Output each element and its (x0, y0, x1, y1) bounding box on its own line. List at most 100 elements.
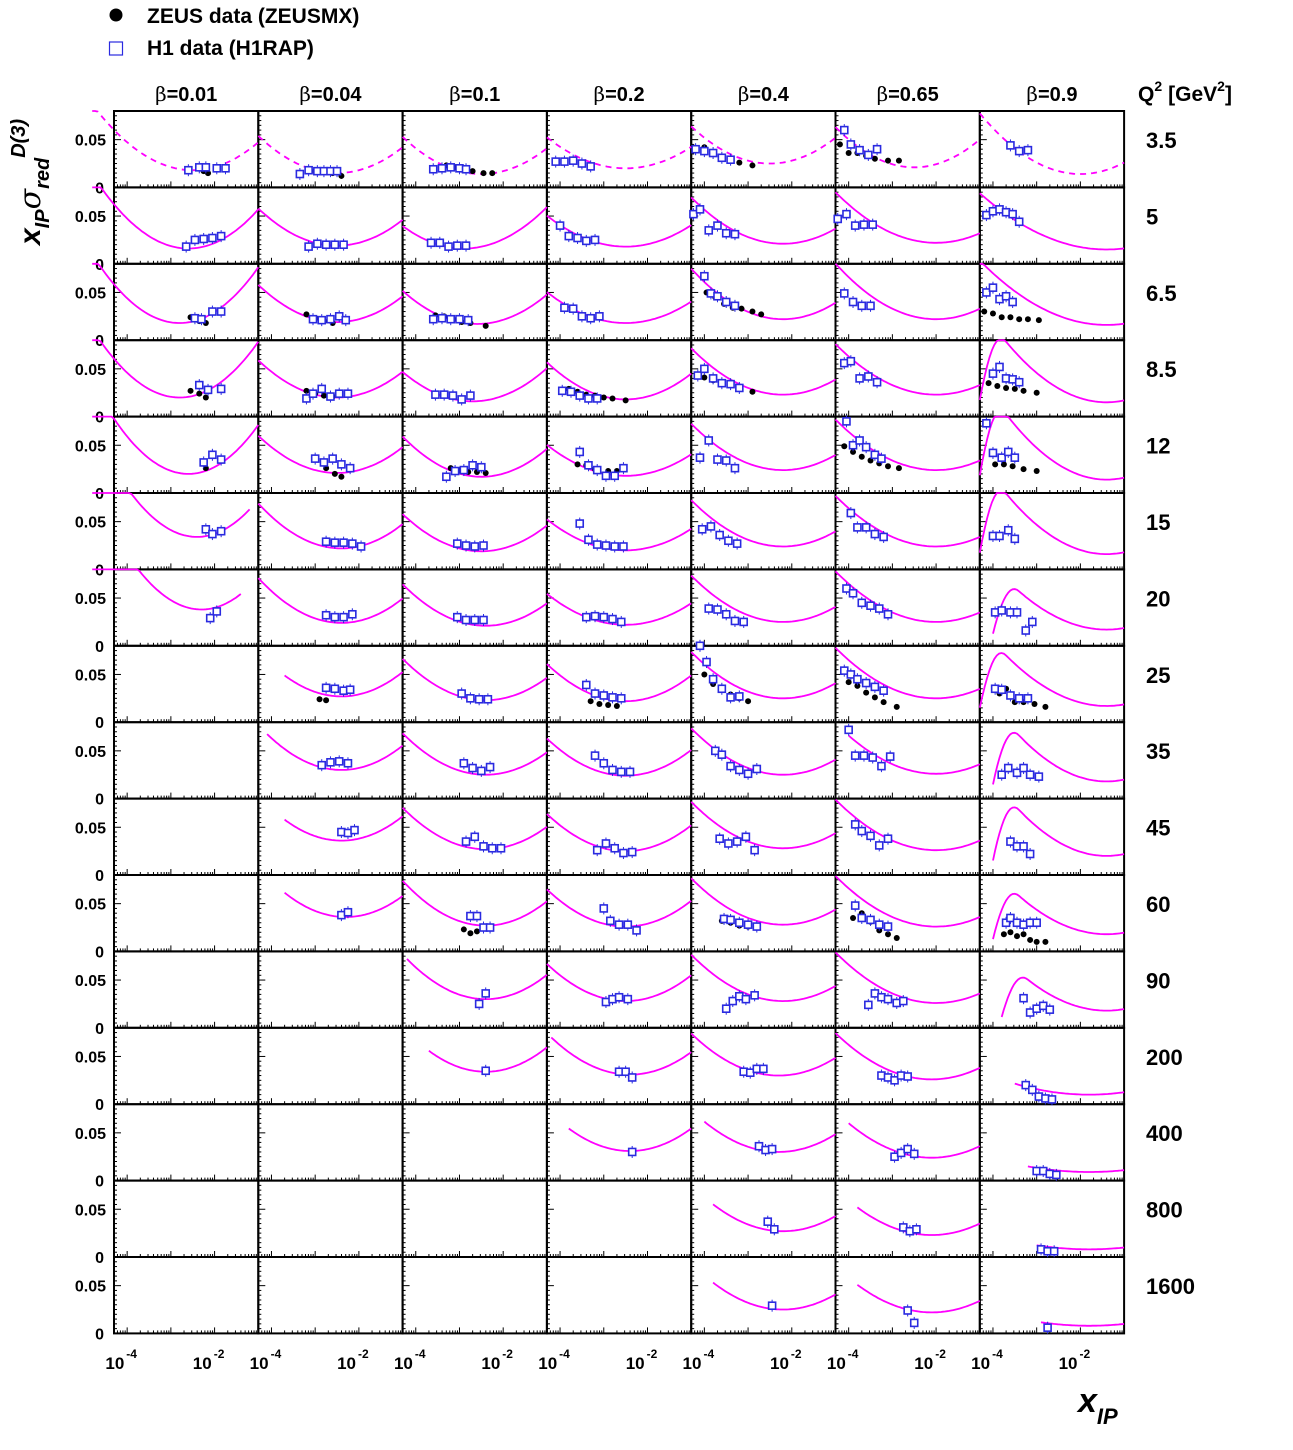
x-tick-label: 10 -4 (683, 1347, 715, 1373)
x-tick-label: 10 -2 (481, 1347, 513, 1373)
panel-frame (113, 339, 260, 418)
x-tick-exponent: -2 (647, 1347, 658, 1361)
beta-value: =0.1 (461, 84, 500, 106)
panel-frame (690, 874, 837, 953)
x-label-x: x (1076, 1382, 1099, 1420)
x-tick-base: 10 (914, 1354, 933, 1373)
x-tick-exponent: -2 (502, 1347, 513, 1361)
y-tick-label: 0 (95, 180, 104, 197)
x-tick-label: 10 -2 (337, 1347, 369, 1373)
y-tick-label: 0.05 (75, 1049, 106, 1066)
y-label-d3: D(3) (8, 119, 30, 158)
y-tick-label: 0 (95, 944, 104, 961)
panel-frame (257, 492, 404, 571)
q2-row-label: 15 (1146, 510, 1170, 535)
y-tick-label: 0.05 (75, 209, 106, 226)
beta-symbol: β (449, 82, 461, 106)
panel-frame (834, 950, 981, 1029)
panel-frame (257, 797, 404, 876)
panel-frame (690, 492, 837, 571)
panel-frame (257, 874, 404, 953)
y-tick-label: 0.05 (75, 591, 106, 608)
x-tick-label: 10 -2 (1059, 1347, 1091, 1373)
panel-frame (113, 874, 260, 953)
x-tick-exponent: -4 (992, 1347, 1003, 1361)
y-label-red: red (32, 157, 54, 189)
q2-row-label: 90 (1146, 968, 1170, 993)
panel-frame (834, 1026, 981, 1106)
x-tick-base: 10 (394, 1354, 413, 1373)
panel-frame (978, 492, 1126, 571)
panel-frame (113, 644, 260, 724)
x-tick-base: 10 (626, 1354, 645, 1373)
panel-frame (690, 797, 837, 876)
y-tick-label: 0 (95, 715, 104, 732)
panel-frame (113, 262, 260, 342)
x-tick-label: 10 -4 (105, 1347, 137, 1373)
beta-header: β=0.2 (594, 82, 645, 106)
panel-frame (113, 492, 260, 571)
q2-header-unit: [GeV (1168, 83, 1217, 106)
y-tick-label: 0.05 (75, 438, 106, 455)
legend-h1-marker (108, 41, 124, 56)
panel-frame (545, 644, 693, 724)
y-tick-label: 0.05 (75, 667, 106, 684)
panel-frame (690, 950, 837, 1029)
x-tick-exponent: -2 (935, 1347, 946, 1361)
panel-frame (545, 415, 693, 495)
beta-header: β=0.01 (155, 82, 217, 106)
panel-frame (257, 1026, 404, 1106)
y-tick-label: 0 (95, 1097, 104, 1114)
q2-row-label: 8.5 (1146, 357, 1177, 382)
panel-frame (113, 415, 260, 495)
x-tick-exponent: -4 (271, 1347, 282, 1361)
x-tick-label: 10 -4 (250, 1347, 282, 1373)
y-tick-labels: 0.05 0 0.05 0 0.05 0 0.05 0 0.05 0 0.05 0 0.05 0 0.05 0… (75, 133, 106, 1344)
panel-frame (113, 721, 260, 800)
panel-frame (545, 721, 693, 800)
x-tick-base: 10 (770, 1354, 789, 1373)
y-tick-label: 0 (95, 868, 104, 885)
q2-row-label: 3.5 (1146, 128, 1177, 153)
y-label-x: x (14, 227, 47, 247)
panel-frame (257, 1103, 404, 1182)
x-tick-exponent: -4 (848, 1347, 859, 1361)
panel-frame (113, 950, 260, 1029)
x-tick-base: 10 (481, 1354, 500, 1373)
x-tick-exponent: -4 (126, 1347, 137, 1361)
q2-row-label: 20 (1146, 586, 1170, 611)
x-tick-label: 10 -4 (394, 1347, 426, 1373)
x-label-ip: IP (1097, 1404, 1118, 1429)
beta-value: =0.01 (167, 84, 218, 106)
panel-frame (401, 568, 548, 647)
q2-row-label: 800 (1146, 1198, 1183, 1223)
legend-zeus-marker (109, 8, 123, 22)
panel-frame (545, 492, 693, 571)
x-tick-base: 10 (250, 1354, 269, 1373)
beta-value: =0.65 (888, 84, 939, 106)
x-tick-label: 10 -2 (626, 1347, 658, 1373)
panel-frame (834, 797, 981, 876)
x-tick-exponent: -2 (358, 1347, 369, 1361)
x-tick-label: 10 -4 (971, 1347, 1003, 1373)
q2-header-unit-sup: 2 (1217, 78, 1225, 94)
beta-symbol: β (1026, 82, 1038, 106)
x-tick-base: 10 (337, 1354, 356, 1373)
x-tick-base: 10 (193, 1354, 212, 1373)
y-tick-label: 0.05 (75, 1202, 106, 1219)
panel-frame (545, 186, 693, 265)
beta-symbol: β (155, 82, 167, 106)
panel-frame (978, 797, 1126, 876)
q2-row-label: 1600 (1146, 1274, 1195, 1299)
beta-column-headers: β=0.01 β=0.04 β=0.1 β=0.2 β=0.4 β=0.65 β=0.9 (155, 82, 1077, 106)
y-tick-label: 0 (95, 1174, 104, 1191)
q2-header-sup: 2 (1154, 78, 1162, 94)
y-tick-label: 0 (95, 1326, 104, 1343)
y-tick-label: 0 (95, 486, 104, 503)
panel-frame (257, 568, 404, 647)
q2-row-label: 25 (1146, 663, 1170, 688)
panel-frame (401, 1026, 548, 1106)
q2-row-label: 400 (1146, 1121, 1183, 1146)
x-tick-exponent: -2 (791, 1347, 802, 1361)
q2-row-label: 12 (1146, 434, 1170, 459)
